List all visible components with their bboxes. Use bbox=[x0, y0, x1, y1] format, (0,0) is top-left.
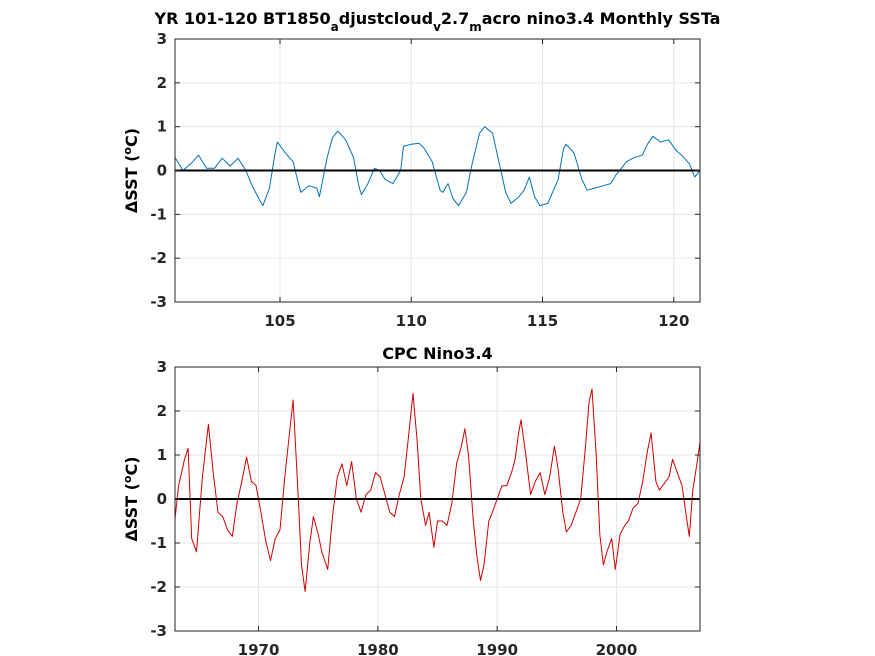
top-ytick-label: -3 bbox=[150, 293, 167, 311]
bottom-ytick-label: 2 bbox=[157, 402, 167, 420]
bottom-xtick-label: 1980 bbox=[357, 641, 399, 656]
bottom-ytick-label: 3 bbox=[157, 358, 167, 376]
bottom-ylabel-part: ΔSST ( bbox=[122, 483, 141, 542]
bottom-ytick-label: 0 bbox=[157, 490, 167, 508]
top-chart-title: YR 101-120 BT1850adjustcloudv2.7macro ni… bbox=[154, 9, 721, 34]
bottom-ytick-label: -3 bbox=[150, 622, 167, 640]
bottom-xtick-label: 1970 bbox=[238, 641, 280, 656]
bottom-chart-title: CPC Nino3.4 bbox=[382, 344, 492, 363]
top-ytick-label: 3 bbox=[157, 30, 167, 48]
top-ytick-label: -2 bbox=[150, 249, 167, 267]
top-ylabel-part: C) bbox=[122, 128, 141, 147]
top-ylabel-part: o bbox=[121, 147, 134, 155]
top-series-line bbox=[174, 126, 701, 207]
bottom-ytick-label: -2 bbox=[150, 578, 167, 596]
top-title-part: m bbox=[469, 20, 482, 34]
top-title-part: v bbox=[433, 20, 441, 34]
top-xtick-label: 115 bbox=[527, 312, 558, 330]
top-ytick-label: 2 bbox=[157, 74, 167, 92]
bottom-xtick-label: 2000 bbox=[596, 641, 638, 656]
bottom-y-axis-label: ΔSST (oC) bbox=[121, 456, 142, 541]
top-ytick-label: 0 bbox=[157, 162, 167, 180]
top-title-part: YR 101-120 BT1850 bbox=[154, 9, 331, 28]
top-title-part: a bbox=[331, 20, 339, 34]
bottom-ytick-label: 1 bbox=[157, 446, 167, 464]
bottom-ylabel-part: o bbox=[121, 475, 134, 483]
bottom-axes: 3 2 1 0 -1 -2 -3 1970 1980 1990 2000 CPC Nino3.4 ΔSS… bbox=[121, 344, 701, 656]
top-xtick-label: 105 bbox=[264, 312, 295, 330]
top-ytick-label: -1 bbox=[150, 205, 167, 223]
bottom-ylabel-part: C) bbox=[122, 456, 141, 475]
top-title-part: acro nino3.4 Monthly SSTa bbox=[482, 9, 721, 28]
top-ylabel-part: ΔSST ( bbox=[122, 155, 141, 214]
top-title-part: 2.7 bbox=[441, 9, 469, 28]
top-ytick-label: 1 bbox=[157, 118, 167, 136]
top-xtick-label: 110 bbox=[396, 312, 427, 330]
bottom-ytick-label: -1 bbox=[150, 534, 167, 552]
bottom-title-part: CPC Nino3.4 bbox=[382, 344, 492, 363]
top-title-part: djustcloud bbox=[339, 9, 433, 28]
top-xtick-label: 120 bbox=[658, 312, 689, 330]
top-y-axis-label: ΔSST (oC) bbox=[121, 128, 142, 213]
bottom-series-line bbox=[174, 388, 701, 592]
bottom-xtick-label: 1990 bbox=[476, 641, 518, 656]
